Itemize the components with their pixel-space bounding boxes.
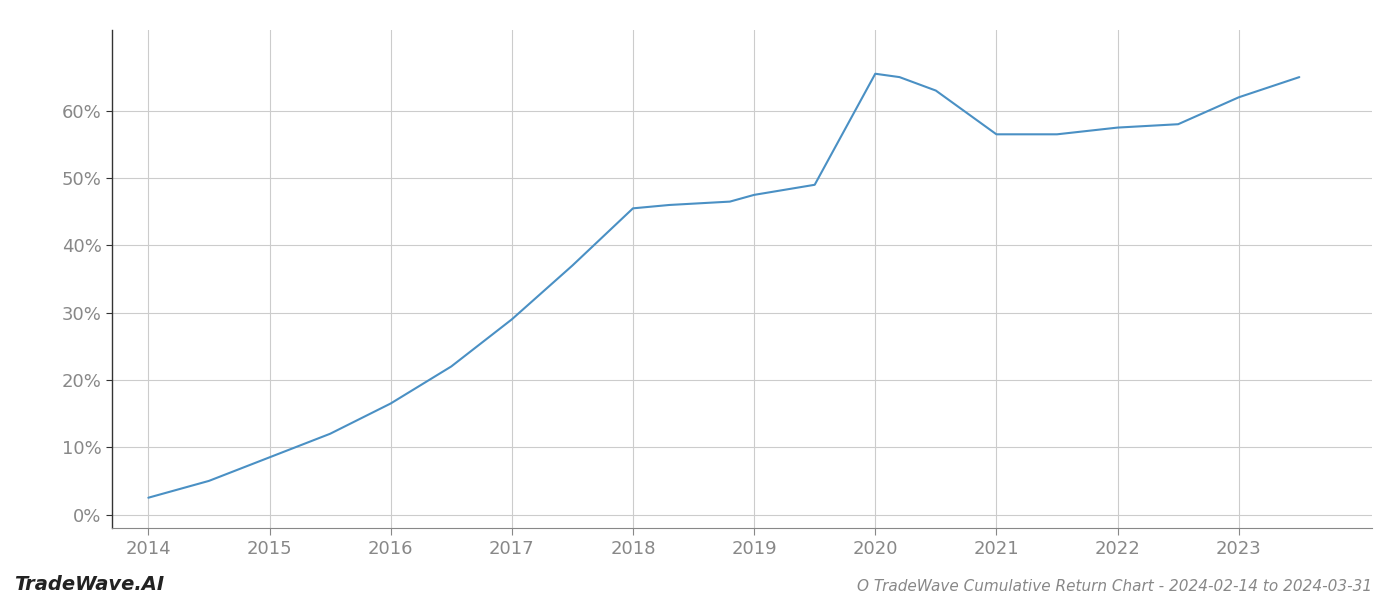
Text: O TradeWave Cumulative Return Chart - 2024-02-14 to 2024-03-31: O TradeWave Cumulative Return Chart - 20… xyxy=(857,579,1372,594)
Text: TradeWave.AI: TradeWave.AI xyxy=(14,575,164,594)
